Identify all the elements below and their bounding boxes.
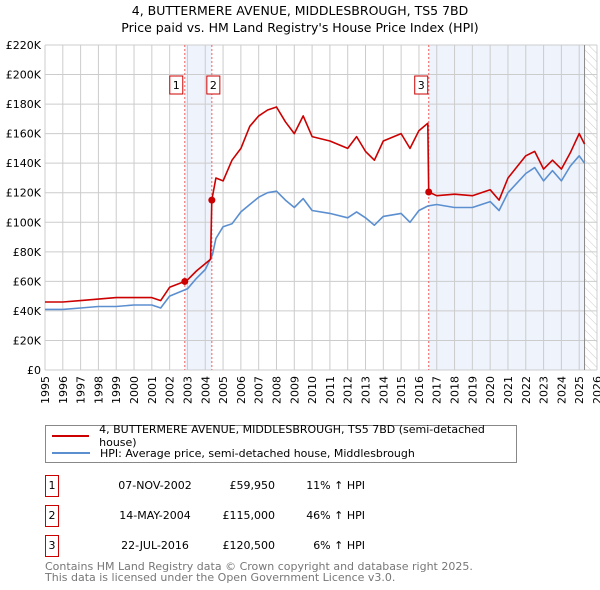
y-tick-label: £60K <box>13 275 42 288</box>
x-tick-label: 2007 <box>253 376 266 404</box>
sale-hpi-diff: 46% ↑ HPI <box>306 509 365 522</box>
x-tick-label: 2004 <box>199 376 212 404</box>
footer-licence: This data is licensed under the Open Gov… <box>45 571 396 584</box>
sale-price: £120,500 <box>222 539 276 552</box>
future-hatch <box>584 45 597 370</box>
chart-title: 4, BUTTERMERE AVENUE, MIDDLESBROUGH, TS5… <box>131 3 469 18</box>
sale-point <box>425 188 433 196</box>
blue-line-swatch <box>52 452 90 454</box>
x-tick-label: 2009 <box>288 376 301 404</box>
sale-date: 22-JUL-2016 <box>121 539 189 552</box>
x-tick-label: 2026 <box>591 376 600 404</box>
sale-row: 1 07-NOV-2002 £59,950 11% ↑ HPI <box>45 475 445 497</box>
sale-hpi-diff: 6% ↑ HPI <box>313 539 365 552</box>
y-tick-label: £40K <box>13 305 42 318</box>
shaded-period <box>184 45 212 370</box>
sale-hpi-diff: 11% ↑ HPI <box>306 479 365 492</box>
x-tick-label: 2023 <box>538 376 551 404</box>
sale-date: 14-MAY-2004 <box>119 509 191 522</box>
sale-label-box <box>206 75 221 95</box>
x-tick-label: 2012 <box>342 376 355 404</box>
x-tick-label: 2021 <box>502 376 515 404</box>
x-tick-label: 2020 <box>484 376 497 404</box>
x-tick-label: 2013 <box>360 376 373 404</box>
x-tick-label: 2014 <box>377 376 390 404</box>
y-tick-label: £80K <box>13 246 42 259</box>
x-tick-label: 2000 <box>128 376 141 404</box>
x-tick-label: 2011 <box>324 376 337 404</box>
y-tick-label: £100K <box>6 216 42 229</box>
x-tick-label: 2016 <box>413 376 426 404</box>
x-tick-label: 1998 <box>92 376 105 404</box>
price-paid-line <box>45 106 586 303</box>
x-tick-label: 2005 <box>217 376 230 404</box>
y-tick-label: £220K <box>6 39 42 52</box>
x-tick-label: 2019 <box>466 376 479 404</box>
x-tick-label: 2018 <box>449 376 462 404</box>
x-tick-label: 2022 <box>520 376 533 404</box>
y-tick-label: £120K <box>6 187 42 200</box>
sale-number-badge: 1 <box>45 475 59 497</box>
hpi-line <box>45 155 586 311</box>
sale-number-badge: 2 <box>45 505 59 527</box>
y-tick-label: £200K <box>6 69 42 82</box>
x-tick-label: 2002 <box>164 376 177 404</box>
x-tick-label: 1999 <box>110 376 123 404</box>
y-tick-label: £180K <box>6 98 42 111</box>
legend-label-hpi: HPI: Average price, semi-detached house,… <box>100 446 415 460</box>
sale-number-badge: 3 <box>45 535 59 557</box>
x-tick-label: 1996 <box>57 376 70 404</box>
x-tick-label: 2015 <box>395 376 408 404</box>
x-tick-label: 1997 <box>75 376 88 404</box>
x-tick-label: 2025 <box>573 376 586 404</box>
x-tick-label: 1995 <box>39 376 52 404</box>
sale-point <box>181 277 189 285</box>
x-tick-label: 2001 <box>146 376 159 404</box>
chart-subtitle: Price paid vs. HM Land Registry's House … <box>121 20 479 35</box>
y-tick-label: £160K <box>6 128 42 141</box>
sale-label-box <box>414 75 429 95</box>
y-tick-label: £140K <box>6 157 42 170</box>
sale-label-box <box>169 75 184 95</box>
x-tick-label: 2010 <box>306 376 319 404</box>
x-tick-label: 2017 <box>431 376 444 404</box>
y-tick-label: £20K <box>13 334 42 347</box>
sale-point <box>208 196 216 204</box>
legend-label-property: 4, BUTTERMERE AVENUE, MIDDLESBROUGH, TS5… <box>99 423 485 449</box>
price-chart: 1995 1996 1997 1998 1999 2000 2001 2002 2003 2004… <box>6 39 600 404</box>
x-tick-label: 2008 <box>270 376 283 404</box>
x-tick-label: 2006 <box>235 376 248 404</box>
sale-row: 3 22-JUL-2016 £120,500 6% ↑ HPI <box>45 535 445 557</box>
x-tick-label: 2003 <box>181 376 194 404</box>
sale-date: 07-NOV-2002 <box>118 479 192 492</box>
footer-copyright: Contains HM Land Registry data © Crown c… <box>45 560 473 573</box>
legend-item-property: 4, BUTTERMERE AVENUE, MIDDLESBROUGH, TS5… <box>52 423 516 449</box>
red-line-swatch <box>52 435 90 437</box>
sale-price: £115,000 <box>222 509 276 522</box>
legend-item-hpi: HPI: Average price, semi-detached house,… <box>52 445 415 461</box>
sale-label: 2 <box>210 79 217 92</box>
sale-price: £59,950 <box>229 479 276 492</box>
sale-label: 3 <box>418 79 425 92</box>
y-tick-label: £0 <box>27 364 41 377</box>
sale-row: 2 14-MAY-2004 £115,000 46% ↑ HPI <box>45 505 445 527</box>
sale-label: 1 <box>173 79 180 92</box>
x-tick-label: 2024 <box>555 376 568 404</box>
chart-legend: 4, BUTTERMERE AVENUE, MIDDLESBROUGH, TS5… <box>45 423 517 463</box>
